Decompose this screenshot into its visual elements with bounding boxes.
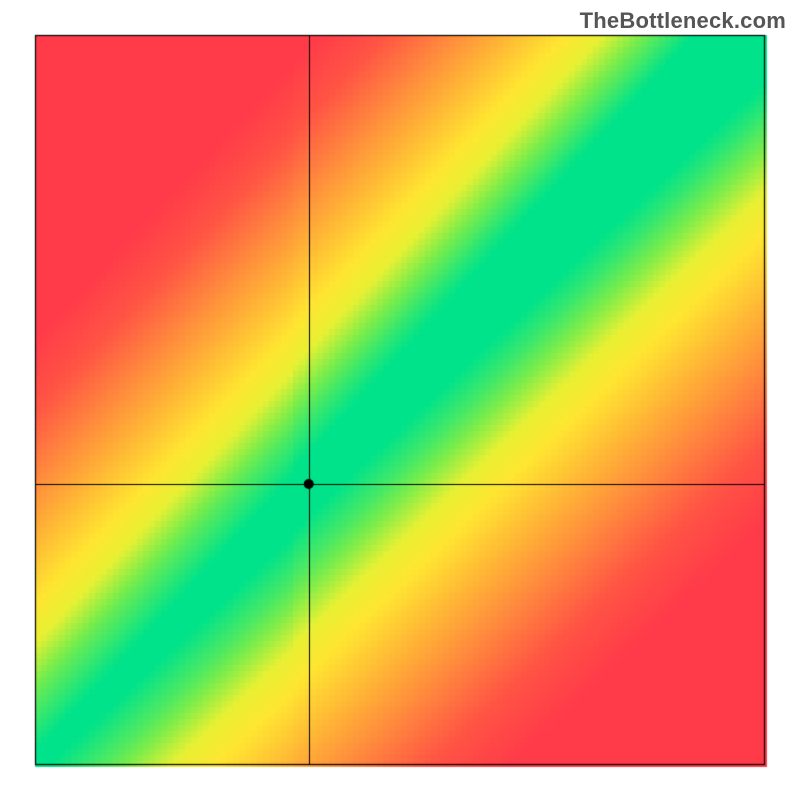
- watermark-text: TheBottleneck.com: [580, 8, 786, 34]
- bottleneck-heatmap: [0, 0, 800, 800]
- chart-container: TheBottleneck.com: [0, 0, 800, 800]
